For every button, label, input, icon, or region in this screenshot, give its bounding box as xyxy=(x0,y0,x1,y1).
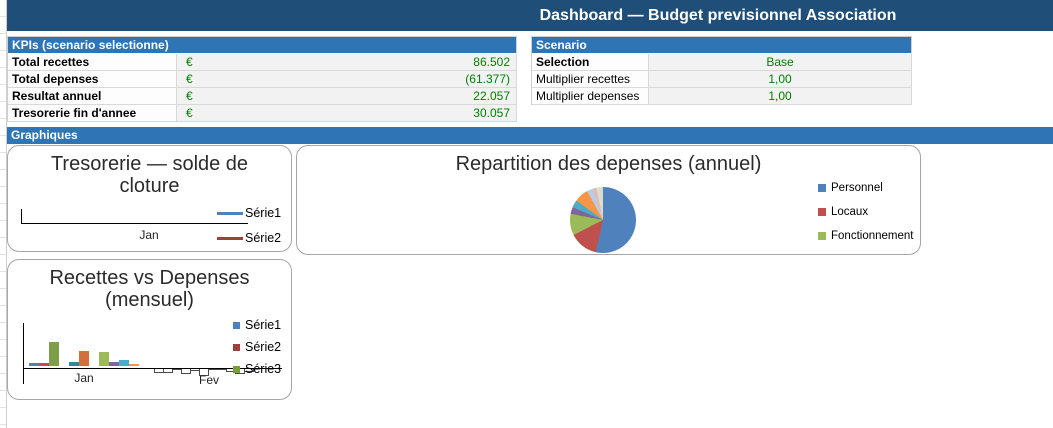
kpi-number: (61.377) xyxy=(465,72,510,86)
y-axis xyxy=(23,323,24,384)
kpi-value-total-depenses: € (61.377) xyxy=(177,71,517,88)
serie2-swatch xyxy=(233,343,240,351)
bar xyxy=(119,360,129,366)
legend-label: Fonctionnement xyxy=(831,230,914,242)
table-row: Resultat annuel € 22.057 xyxy=(8,88,517,105)
bar xyxy=(109,362,119,366)
table-row: Multiplier recettes 1,00 xyxy=(532,71,912,88)
scenario-mult-depenses-cell[interactable]: 1,00 xyxy=(649,88,912,105)
legend-label: Série2 xyxy=(245,231,282,245)
graphiques-section-header: Graphiques xyxy=(7,127,1053,144)
chart-title: Tresorerie — solde de cloture xyxy=(50,153,249,197)
currency-symbol: € xyxy=(186,106,193,120)
kpi-value-total-recettes: € 86.502 xyxy=(177,54,517,71)
legend-label: Locaux xyxy=(831,206,869,218)
scenario-table-header: Scenario xyxy=(532,37,912,54)
x-tick-label: Fev xyxy=(198,373,219,387)
kpi-table: KPIs (scenario selectionne) Total recett… xyxy=(7,36,517,122)
kpi-label-total-recettes: Total recettes xyxy=(8,54,177,71)
bar xyxy=(244,368,254,372)
kpi-number: 22.057 xyxy=(473,89,510,103)
scenario-table: Scenario Selection Base Multiplier recet… xyxy=(531,36,912,105)
chart-title: Recettes vs Depenses (mensuel) xyxy=(49,267,250,311)
bar xyxy=(199,368,209,376)
scenario-mult-depenses-value: 1,00 xyxy=(768,89,792,103)
bar xyxy=(39,363,49,366)
legend-label: Série1 xyxy=(245,318,282,332)
scenario-label-mult-recettes: Multiplier recettes xyxy=(532,71,649,88)
page-title: Dashboard — Budget previsionnel Associat… xyxy=(539,7,897,24)
chart-recettes-vs-depenses: Recettes vs Depenses (mensuel) Jan Fev S… xyxy=(7,259,292,400)
legend-item: Personnel xyxy=(818,182,913,194)
legend-item: Série1 xyxy=(233,318,282,332)
currency-symbol: € xyxy=(186,89,193,103)
bar-group-jan xyxy=(29,342,139,366)
scenario-mult-recettes-cell[interactable]: 1,00 xyxy=(649,71,912,88)
legend: Série1 Série2 Série3 xyxy=(233,318,282,385)
kpi-value-tresorerie-fin: € 30.057 xyxy=(177,105,517,122)
personnel-swatch xyxy=(818,184,826,192)
serie2-line-swatch xyxy=(217,236,243,240)
bar xyxy=(29,363,39,366)
legend: Personnel Locaux Fonctionnement xyxy=(818,182,913,254)
bar xyxy=(99,352,109,366)
scenario-selection-value: Base xyxy=(766,55,794,69)
table-row: Total depenses € (61.377) xyxy=(8,71,517,88)
legend-item: Fonctionnement xyxy=(818,230,913,242)
currency-symbol: € xyxy=(186,55,193,69)
legend-item: Série2 xyxy=(217,231,282,245)
dashboard-title-bar: Dashboard — Budget previsionnel Associat… xyxy=(7,0,1053,31)
zero-axis-line xyxy=(23,368,282,369)
scenario-selection-cell[interactable]: Base xyxy=(649,54,912,71)
kpi-number: 86.502 xyxy=(473,55,510,69)
chart-repartition-depenses: Repartition des depenses (annuel) Person… xyxy=(296,145,921,255)
row-gutter xyxy=(0,0,7,428)
bar xyxy=(129,364,139,366)
pie-graphic xyxy=(570,187,636,253)
kpi-table-header: KPIs (scenario selectionne) xyxy=(8,37,517,54)
serie1-swatch xyxy=(233,321,240,329)
x-axis xyxy=(21,223,248,224)
scenario-mult-recettes-value: 1,00 xyxy=(768,72,792,86)
bar xyxy=(79,351,89,366)
legend: Série1 Série2 xyxy=(217,206,282,256)
y-axis xyxy=(21,209,22,223)
kpi-label-resultat-annuel: Resultat annuel xyxy=(8,88,177,105)
kpi-label-total-depenses: Total depenses xyxy=(8,71,177,88)
legend-label: Série1 xyxy=(245,206,282,220)
table-row: Multiplier depenses 1,00 xyxy=(532,88,912,105)
serie1-line-swatch xyxy=(217,211,243,215)
locaux-swatch xyxy=(818,208,826,216)
x-tick-label: Jan xyxy=(74,371,94,385)
legend-label: Série2 xyxy=(245,340,282,354)
chart-title: Repartition des depenses (annuel) xyxy=(455,153,762,175)
x-tick-label: Jan xyxy=(139,228,159,242)
bar xyxy=(163,368,173,373)
legend-item: Série1 xyxy=(217,206,282,220)
kpi-label-tresorerie-fin: Tresorerie fin d'annee xyxy=(8,105,177,122)
legend-label: Personnel xyxy=(831,182,883,194)
chart-tresorerie: Tresorerie — solde de cloture Jan Série1… xyxy=(7,145,292,252)
scenario-label-selection: Selection xyxy=(532,54,649,71)
legend-label: Série3 xyxy=(245,362,282,376)
bar xyxy=(49,342,59,366)
fonctionnement-swatch xyxy=(818,232,826,240)
currency-symbol: € xyxy=(186,72,193,86)
scenario-label-mult-depenses: Multiplier depenses xyxy=(532,88,649,105)
legend-item: Série2 xyxy=(233,340,282,354)
bar xyxy=(181,368,191,374)
table-row: Selection Base xyxy=(532,54,912,71)
bar xyxy=(69,362,79,366)
legend-item: Série3 xyxy=(233,362,282,376)
kpi-value-resultat-annuel: € 22.057 xyxy=(177,88,517,105)
legend-item: Locaux xyxy=(818,206,913,218)
table-row: Tresorerie fin d'annee € 30.057 xyxy=(8,105,517,122)
kpi-number: 30.057 xyxy=(473,106,510,120)
table-row: Total recettes € 86.502 xyxy=(8,54,517,71)
serie3-swatch xyxy=(233,365,240,373)
